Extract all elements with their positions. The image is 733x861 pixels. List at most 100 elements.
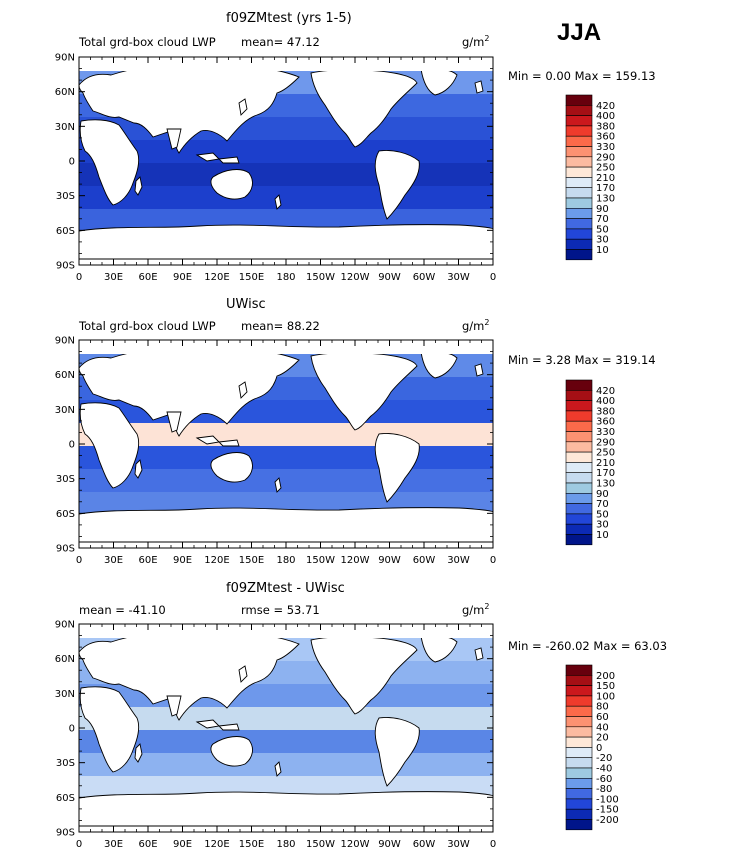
season-label: JJA xyxy=(557,19,601,46)
colorbar-swatch xyxy=(565,218,593,230)
lon-tick-label: 60W xyxy=(413,555,436,566)
panel-minmax: Min = -260.02 Max = 63.03 xyxy=(508,639,667,653)
lon-tick-label: 60E xyxy=(138,555,157,566)
colorbar-swatch xyxy=(565,451,593,463)
lon-tick-label: 90W xyxy=(378,272,401,283)
colorbar-tick-label: 70 xyxy=(596,499,609,510)
colorbar-swatch xyxy=(565,420,593,432)
lon-tick-label: 90E xyxy=(173,555,192,566)
colorbar-swatch xyxy=(565,462,593,473)
colorbar-tick-label: 210 xyxy=(596,458,615,469)
lon-tick-label: 60W xyxy=(413,839,436,850)
colorbar-tick-label: 420 xyxy=(596,386,615,397)
lon-tick-label: 90E xyxy=(173,272,192,283)
lat-tick-label: 90N xyxy=(55,53,75,64)
lon-tick-label: 0 xyxy=(490,839,496,850)
colorbar-swatch xyxy=(565,482,593,494)
colorbar-tick-label: 290 xyxy=(596,437,615,448)
colorbar-swatch xyxy=(565,197,593,209)
colorbar-swatch xyxy=(565,798,593,810)
colorbar-tick-label: -80 xyxy=(596,784,612,795)
lat-tick-label: 60S xyxy=(56,509,75,520)
map-panel: f09ZMtest (yrs 1-5) Total grd-box cloud L… xyxy=(55,11,656,283)
lon-tick-label: 150E xyxy=(239,839,264,850)
lon-tick-label: 120E xyxy=(204,272,229,283)
colorbar-swatch xyxy=(565,472,593,484)
panel-center-label: mean= 88.22 xyxy=(241,319,320,333)
colorbar-tick-label: 10 xyxy=(596,245,609,256)
lat-tick-label: 60N xyxy=(55,370,75,381)
colorbar-tick-label: 10 xyxy=(596,530,609,541)
colorbar-swatch xyxy=(565,757,593,769)
lat-tick-label: 0 xyxy=(69,724,75,735)
colorbar-swatch xyxy=(565,410,593,422)
colorbar-tick-label: 170 xyxy=(596,468,615,479)
panel-title: f09ZMtest - UWisc xyxy=(226,581,345,596)
colorbar-tick-label: 60 xyxy=(596,712,609,723)
colorbar-swatch xyxy=(565,238,593,250)
colorbar-swatch xyxy=(565,400,593,412)
lon-tick-label: 0 xyxy=(490,272,496,283)
colorbar-swatch xyxy=(565,767,593,779)
lat-tick-label: 60S xyxy=(56,793,75,804)
colorbar-swatch xyxy=(565,492,593,504)
colorbar-tick-label: 80 xyxy=(596,702,609,713)
lon-tick-label: 0 xyxy=(76,555,82,566)
colorbar-tick-label: 30 xyxy=(596,235,609,246)
colorbar-swatch xyxy=(565,788,593,800)
panel-title: UWisc xyxy=(226,297,266,312)
colorbar-tick-label: -60 xyxy=(596,774,612,785)
map-panel: UWisc Total grd-box cloud LWP mean= 88.22 g… xyxy=(55,297,656,566)
lat-tick-label: 30S xyxy=(56,191,75,202)
colorbar-swatch xyxy=(565,503,593,515)
colorbar-tick-label: 250 xyxy=(596,448,615,459)
colorbar-tick-label: 380 xyxy=(596,406,615,417)
lat-tick-label: 0 xyxy=(69,440,75,451)
colorbar-tick-label: 170 xyxy=(596,183,615,194)
colorbar-swatch xyxy=(565,685,593,697)
colorbar-swatch xyxy=(565,187,593,199)
colorbar-swatch xyxy=(565,534,593,546)
lon-tick-label: 120W xyxy=(341,839,370,850)
colorbar-swatch xyxy=(565,146,593,158)
lon-tick-label: 90E xyxy=(173,839,192,850)
lat-tick-label: 30N xyxy=(55,405,75,416)
colorbar-tick-label: 290 xyxy=(596,152,615,163)
colorbar-tick-label: 90 xyxy=(596,489,609,500)
lat-tick-label: 90S xyxy=(56,261,75,272)
colorbar-swatch xyxy=(565,523,593,535)
colorbar-swatch xyxy=(565,808,593,820)
colorbar-swatch xyxy=(565,125,593,137)
lon-tick-label: 90W xyxy=(378,839,401,850)
panel-minmax: Min = 3.28 Max = 319.14 xyxy=(508,353,656,367)
lat-tick-label: 30S xyxy=(56,474,75,485)
colorbar-tick-label: 0 xyxy=(596,743,602,754)
lon-tick-label: 30W xyxy=(447,555,470,566)
colorbar-tick-label: 130 xyxy=(596,479,615,490)
lat-tick-label: 90S xyxy=(56,828,75,839)
colorbar-tick-label: 360 xyxy=(596,417,615,428)
lat-tick-label: 60N xyxy=(55,654,75,665)
colorbar-tick-label: 330 xyxy=(596,142,615,153)
colorbar-swatch xyxy=(565,695,593,707)
panel-center-label: mean= 47.12 xyxy=(241,35,320,49)
panel-left-label: Total grd-box cloud LWP xyxy=(78,319,216,333)
colorbar-swatch xyxy=(565,716,593,728)
colorbar-tick-label: 360 xyxy=(596,132,615,143)
colorbar-tick-label: 100 xyxy=(596,691,615,702)
lon-tick-label: 180 xyxy=(276,272,295,283)
colorbar-swatch xyxy=(565,156,593,168)
colorbar-swatch xyxy=(565,747,593,759)
lon-tick-label: 180 xyxy=(276,839,295,850)
lon-tick-label: 60W xyxy=(413,272,436,283)
colorbar-swatch xyxy=(565,135,593,147)
colorbar-tick-label: 400 xyxy=(596,111,615,122)
lon-tick-label: 30E xyxy=(104,272,123,283)
lon-tick-label: 0 xyxy=(490,555,496,566)
colorbar-swatch xyxy=(565,249,593,261)
colorbar-tick-label: 150 xyxy=(596,681,615,692)
colorbar-swatch xyxy=(565,177,593,188)
colorbar-tick-label: -200 xyxy=(596,815,619,826)
lon-tick-label: 150W xyxy=(306,839,335,850)
